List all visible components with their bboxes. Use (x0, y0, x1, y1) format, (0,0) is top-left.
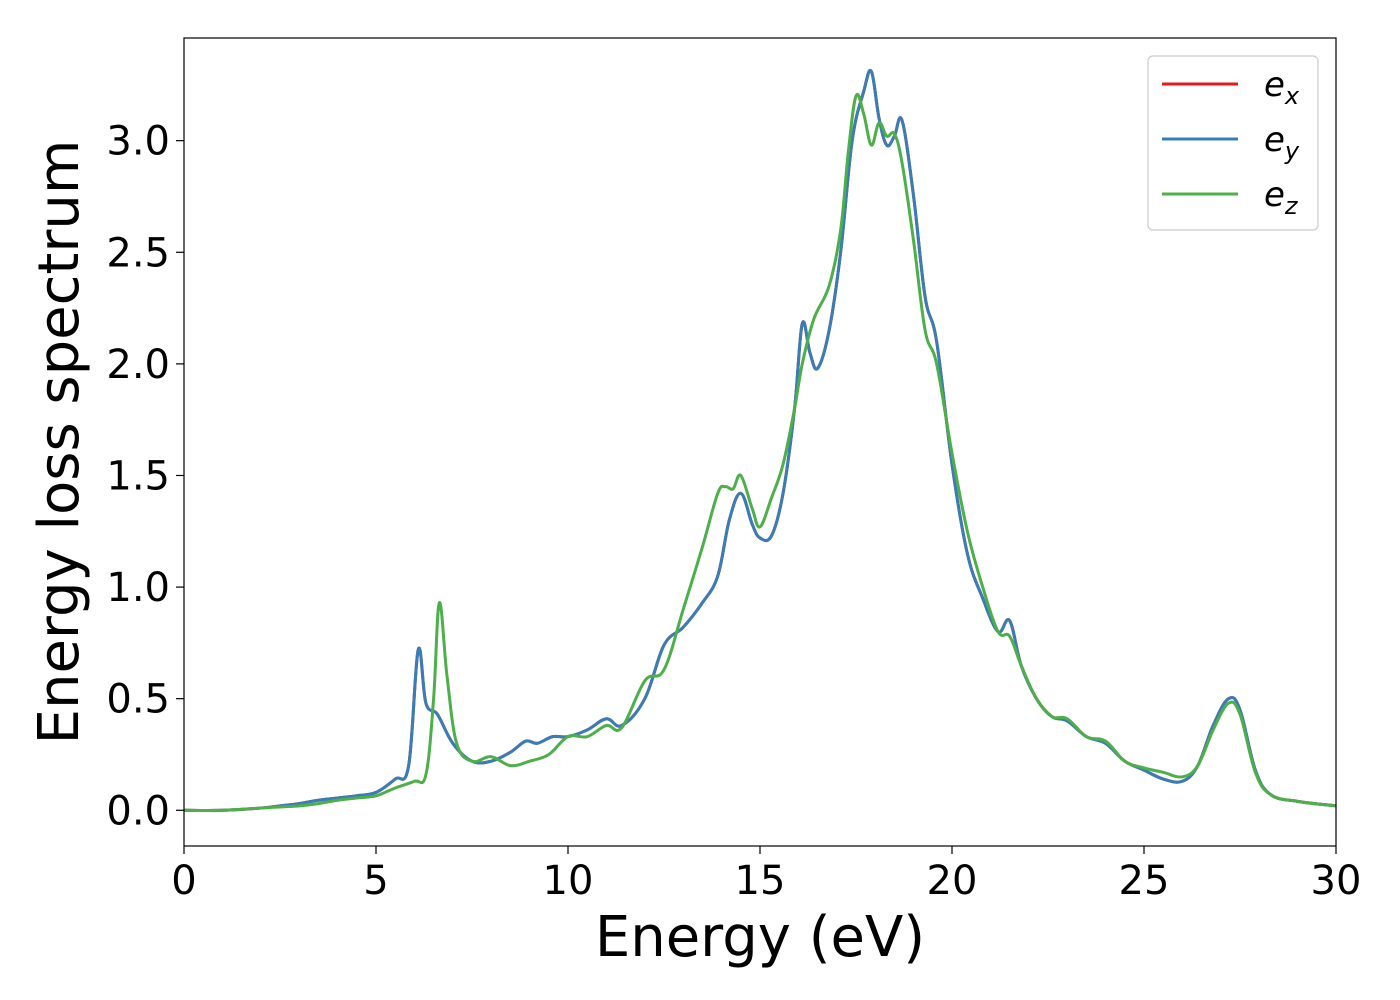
series-layer (183, 68, 1337, 812)
x-tick-label: 5 (363, 858, 388, 904)
y-tick-label: 3.0 (106, 119, 170, 165)
y-tick-label: 2.5 (106, 230, 170, 276)
legend-label-subscript: z (1284, 192, 1299, 220)
x-tick-label: 10 (543, 858, 594, 904)
y-tick-label: 0.0 (106, 788, 170, 834)
legend-label-subscript: x (1284, 82, 1300, 110)
x-tick-label: 15 (735, 858, 786, 904)
x-tick-label: 0 (171, 858, 196, 904)
x-tick-label: 20 (927, 858, 978, 904)
y-axis-title: Energy loss spectrum (27, 140, 92, 745)
y-tick-label: 2.0 (106, 342, 170, 388)
legend-label-z: ez (1264, 175, 1299, 220)
legend-label-base: e (1264, 120, 1285, 160)
y-ticks: 0.0 0.5 1.0 1.5 2.0 2.5 3.0 (106, 119, 184, 834)
x-tick-label: 30 (1311, 858, 1362, 904)
legend-frame (1147, 55, 1319, 231)
x-axis-title: Energy (eV) (595, 905, 925, 970)
x-ticks: 0 5 10 15 20 25 30 (171, 846, 1361, 904)
legend-label-x: ex (1264, 65, 1300, 110)
series-line-e-z (183, 92, 1337, 812)
y-tick-label: 0.5 (106, 677, 170, 723)
legend-label-base: e (1264, 65, 1285, 105)
legend-label-y: ey (1264, 120, 1300, 165)
y-tick-label: 1.0 (106, 565, 170, 611)
x-tick-label: 25 (1119, 858, 1170, 904)
legend-label-subscript: y (1284, 137, 1300, 165)
legend-label-base: e (1264, 175, 1285, 215)
y-tick-label: 1.5 (106, 453, 170, 499)
